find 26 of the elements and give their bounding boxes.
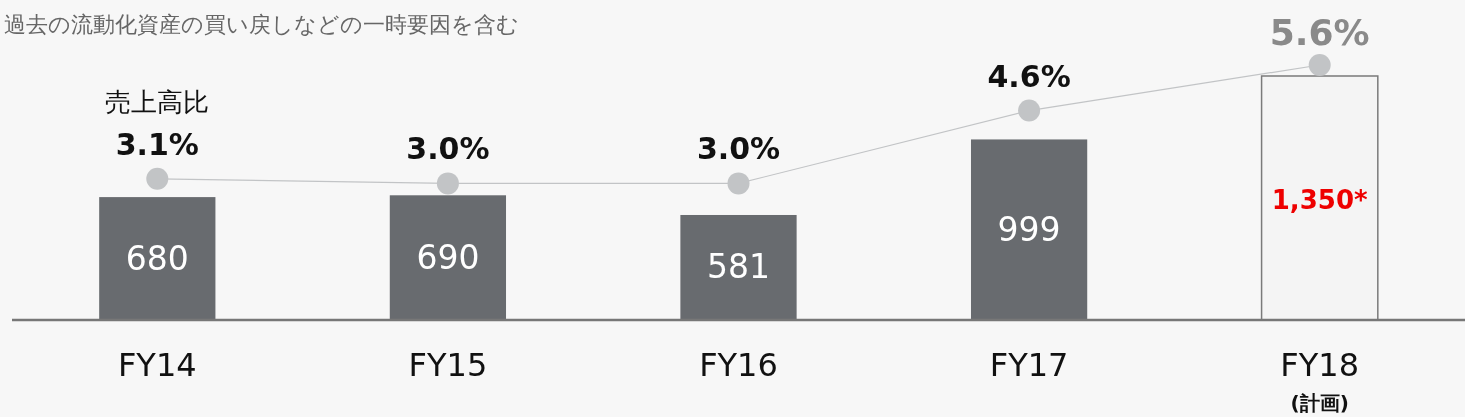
x-tick-label: FY18 (計画) (1280, 346, 1360, 415)
point (436, 172, 459, 195)
data-label: 3.1% (115, 126, 199, 162)
x-tick-label: FY16 (699, 346, 778, 384)
text: 過去の流動化資産の買い戻しなどの一時要因を含む (4, 12, 519, 37)
data-label: 1,350* (1271, 185, 1369, 215)
data-label: 690 (416, 237, 480, 277)
x-tick-label: FY15 (408, 346, 488, 384)
x-tick-label: FY17 (989, 346, 1069, 384)
bar (680, 214, 797, 320)
bar (389, 195, 507, 320)
point (727, 172, 750, 195)
data-label: 4.6% (987, 58, 1071, 94)
data-label: 3.0% (696, 131, 781, 167)
data-label: 5.6% (1269, 12, 1370, 53)
point (1308, 54, 1331, 76)
data-label: 680 (125, 238, 189, 278)
data-label: 999 (997, 209, 1061, 249)
data-label: 581 (707, 247, 770, 287)
bar (99, 197, 216, 320)
text: 売上高比 (105, 86, 210, 117)
bar (970, 139, 1088, 320)
x-tick-label: FY14 (117, 346, 197, 384)
point (1018, 99, 1041, 122)
point (146, 167, 169, 190)
data-label: 3.0% (406, 131, 490, 167)
